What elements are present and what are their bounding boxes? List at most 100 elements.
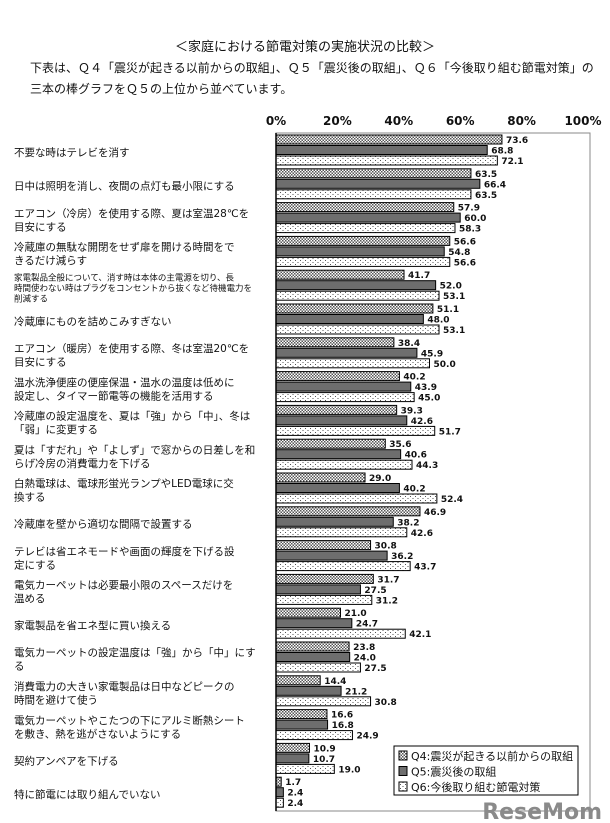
bar-q5 xyxy=(275,347,418,358)
bar-q5 xyxy=(275,753,310,764)
data-label: 38.4 xyxy=(398,339,420,349)
description: 下表は、Ｑ４「震災が起きる以前からの取組」、Ｑ５「震災後の取組」、Ｑ６「今後取り… xyxy=(30,61,594,96)
data-label: 30.8 xyxy=(375,542,397,552)
bar-q5 xyxy=(275,787,284,798)
bar-q4 xyxy=(275,303,434,314)
data-label: 42.6 xyxy=(411,529,433,539)
bar-q5 xyxy=(275,618,353,629)
data-label: 56.6 xyxy=(454,258,476,268)
data-label: 48.0 xyxy=(427,316,449,326)
bar-q5 xyxy=(275,145,488,155)
bar-q5 xyxy=(275,652,351,662)
bar-q6 xyxy=(275,696,372,707)
data-label: 27.5 xyxy=(364,586,386,596)
x-tick-label: 100% xyxy=(564,114,601,128)
watermark-logo: ReseMom xyxy=(482,800,602,823)
data-label: 2.4 xyxy=(287,799,303,809)
bar-q6 xyxy=(275,223,456,234)
data-label: 53.1 xyxy=(443,326,465,336)
data-label: 16.6 xyxy=(331,711,353,721)
data-label: 52.4 xyxy=(441,495,463,505)
bar-q4 xyxy=(275,776,282,787)
legend-label: Q4:震災が起きる以前からの取組 xyxy=(411,749,573,763)
bar-q6 xyxy=(275,155,498,166)
data-label: 63.5 xyxy=(475,170,497,180)
legend-swatch xyxy=(398,781,408,792)
bar-q5 xyxy=(275,246,445,257)
bar-q5 xyxy=(275,381,412,392)
x-tick-label: 80% xyxy=(507,114,536,128)
bar-q6 xyxy=(275,797,284,808)
category-label: 日中は照明を消し、夜間の点灯も最小限にする xyxy=(14,180,235,193)
category-label: 家電製品全般について、消す時は本体の主電源を切り、長時間使わない時はプラグをコン… xyxy=(14,273,252,305)
data-label: 10.7 xyxy=(313,755,335,765)
category-label: 温水洗浄便座の便座保温・温水の温度は低めに設定し、タイマー節電等の機能を活用する xyxy=(14,376,235,403)
bar-q5 xyxy=(275,516,394,527)
bar-q4 xyxy=(275,742,310,753)
bar-q5 xyxy=(275,550,388,561)
bar-q6 xyxy=(275,459,413,470)
bar-q5 xyxy=(275,584,361,595)
data-label: 72.1 xyxy=(501,157,523,167)
data-label: 51.7 xyxy=(439,427,461,437)
bar-q5 xyxy=(275,719,329,730)
category-label: 冷蔵庫の無駄な開閉をせず扉を開ける時間をできるだけ減らす xyxy=(14,241,235,267)
legend-label: Q6:今後取り組む節電対策 xyxy=(411,780,540,794)
legend-swatch xyxy=(398,750,408,761)
category-label: 電気カーペットは必要最小限のスペースだけを温める xyxy=(14,579,233,606)
data-label: 16.8 xyxy=(332,721,354,731)
data-label: 24.0 xyxy=(354,654,376,664)
page-title: ＜家庭における節電対策の実施状況の比較＞ xyxy=(174,40,435,55)
data-label: 2.4 xyxy=(287,789,303,799)
data-label: 43.9 xyxy=(415,383,437,393)
data-label: 50.0 xyxy=(434,360,456,370)
data-label: 27.5 xyxy=(364,664,386,674)
bar-q6 xyxy=(275,189,472,200)
bar-q6 xyxy=(275,256,451,267)
category-label: 夏は「すだれ」や「よしず」で窓からの日差しを和らげ冷房の消費電力を下げる xyxy=(14,443,255,470)
category-label: 白熱電球は、電球形蛍光ランプやLED電球に交換する xyxy=(14,477,234,504)
bar-q4 xyxy=(275,269,405,280)
bar-q6 xyxy=(275,324,440,335)
category-label: エアコン（暖房）を使用する際、冬は室温20℃を目安にする xyxy=(14,342,249,369)
data-label: 36.2 xyxy=(391,552,413,562)
bar-q4 xyxy=(275,607,341,618)
bar-q6 xyxy=(275,628,406,639)
data-label: 21.0 xyxy=(344,609,366,619)
data-label: 73.6 xyxy=(506,136,528,146)
bar-q6 xyxy=(275,594,373,605)
data-label: 42.1 xyxy=(409,630,431,640)
data-label: 40.6 xyxy=(405,451,427,461)
data-label: 45.0 xyxy=(418,394,440,404)
data-label: 63.5 xyxy=(475,191,497,201)
data-label: 31.7 xyxy=(377,575,399,585)
data-label: 42.6 xyxy=(411,417,433,427)
category-label: 冷蔵庫にものを詰めこみすぎない xyxy=(14,315,172,328)
bar-q6 xyxy=(275,561,411,572)
category-label: 家電製品を省エネ型に買い換える xyxy=(14,619,171,632)
data-label: 51.1 xyxy=(437,305,459,315)
x-tick-label: 40% xyxy=(384,114,413,128)
category-label: エアコン（冷房）を使用する際、夏は室温28℃を目安にする xyxy=(14,207,249,234)
bar-q6 xyxy=(275,763,335,774)
bar-q5 xyxy=(275,314,424,324)
data-label: 31.2 xyxy=(376,596,398,606)
data-label: 66.4 xyxy=(484,180,506,190)
x-tick-label: 20% xyxy=(323,114,352,128)
category-label: テレビは省エネモードや画面の輝度を下げる設定にする xyxy=(14,545,235,572)
category-label: 電気カーペットやこたつの下にアルミ断熱シートを敷き、熱を逃がさないようにする xyxy=(14,714,245,741)
data-label: 60.0 xyxy=(464,214,486,224)
data-label: 29.0 xyxy=(369,474,391,484)
bar-q6 xyxy=(275,662,361,673)
legend-swatch xyxy=(398,766,408,776)
bar-q6 xyxy=(275,290,440,301)
category-label: 冷蔵庫を壁から適切な間隔で設置する xyxy=(14,518,193,531)
category-label: 不要な時はテレビを消す xyxy=(14,146,130,159)
data-label: 39.3 xyxy=(401,406,423,416)
data-label: 45.9 xyxy=(421,349,443,359)
bar-q4 xyxy=(275,540,372,551)
bar-q6 xyxy=(275,493,438,504)
bar-q4 xyxy=(275,675,321,686)
x-tick-label: 0% xyxy=(266,114,286,128)
bar-q4 xyxy=(275,235,451,246)
